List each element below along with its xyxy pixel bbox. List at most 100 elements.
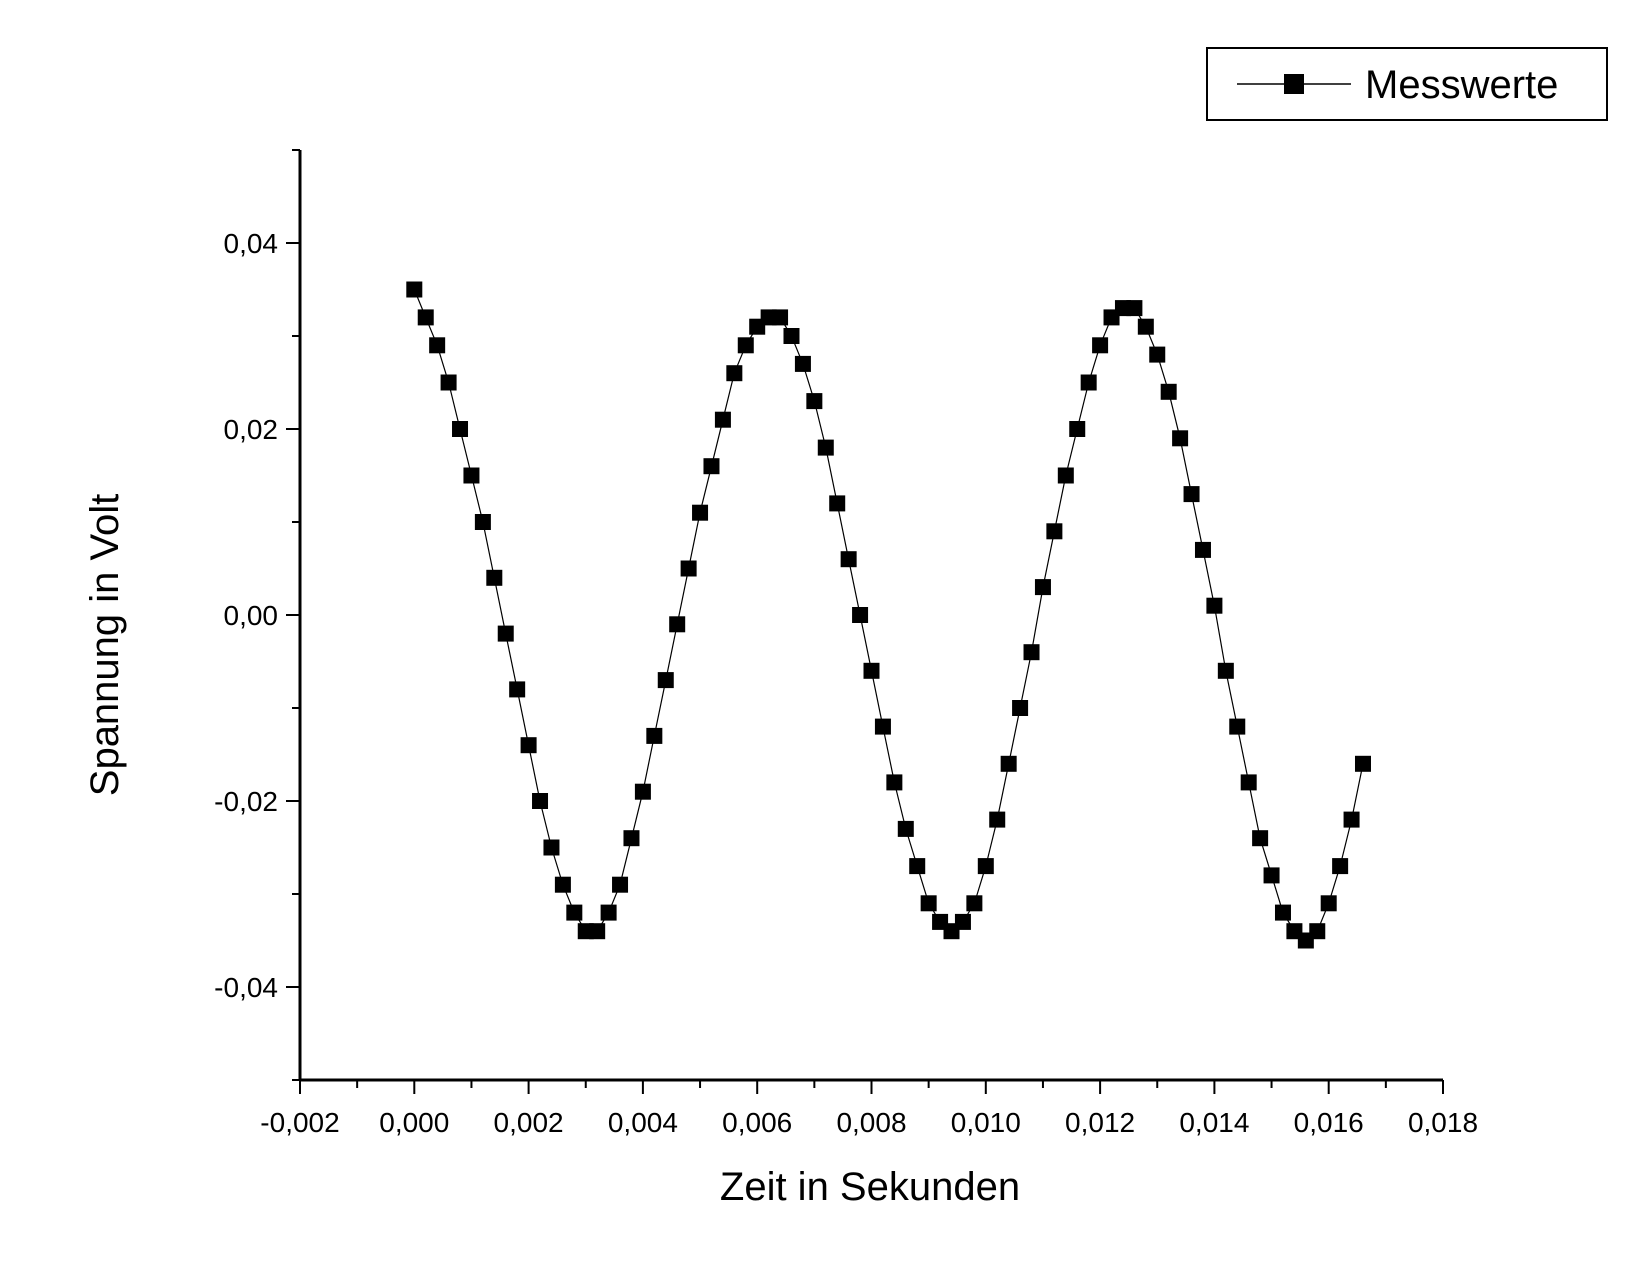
data-point (566, 904, 583, 921)
data-point (1332, 858, 1349, 875)
data-point (406, 281, 423, 298)
data-point (1046, 523, 1063, 540)
data-point (463, 467, 480, 484)
data-point (554, 876, 571, 893)
data-point (1217, 662, 1234, 679)
data-point (703, 458, 720, 475)
data-point (440, 374, 457, 391)
y-ticks: -0,04 -0,02 0,00 0,02 0,04 (214, 149, 300, 1081)
data-point (520, 737, 537, 754)
data-point (509, 681, 526, 698)
legend-marker-square (1284, 74, 1304, 94)
data-point (1240, 774, 1257, 791)
data-point (909, 858, 926, 875)
data-point (817, 439, 834, 456)
x-ticks: -0,002 0,000 0,002 0,004 0,006 0,008 0,010 0,01… (260, 1080, 1478, 1138)
data-point (829, 495, 846, 512)
data-point (1034, 579, 1051, 596)
data-point (966, 895, 983, 912)
x-axis-title: Zeit in Sekunden (720, 1165, 1020, 1209)
data-point (1149, 346, 1166, 363)
data-point (692, 504, 709, 521)
data-point (1080, 374, 1097, 391)
data-point (920, 895, 937, 912)
data-point (737, 337, 754, 354)
legend: Messwerte (1206, 47, 1608, 121)
data-point (1343, 811, 1360, 828)
data-point (989, 811, 1006, 828)
data-point (897, 820, 914, 837)
data-point (623, 830, 640, 847)
data-point (852, 607, 869, 623)
plot-data (406, 281, 1371, 949)
legend-label: Messwerte (1365, 63, 1558, 107)
data-point (1354, 755, 1371, 772)
y-tick-label: -0,04 (214, 972, 278, 1003)
data-point (977, 858, 994, 875)
x-tick-label: 0,000 (379, 1107, 449, 1138)
data-point (497, 625, 514, 642)
data-point (634, 783, 651, 800)
data-point (612, 876, 629, 893)
x-tick-label: 0,002 (494, 1107, 564, 1138)
data-point (680, 560, 697, 577)
x-tick-label: 0,004 (608, 1107, 678, 1138)
data-point (1023, 644, 1040, 661)
data-point (669, 616, 686, 633)
data-point (1263, 867, 1280, 884)
y-axis-title: Spannung in Volt (83, 494, 127, 796)
data-point (1183, 486, 1200, 503)
data-point (417, 309, 434, 326)
x-tick-label: 0,010 (951, 1107, 1021, 1138)
data-point (1160, 383, 1177, 400)
data-point (1320, 895, 1337, 912)
x-tick-label: 0,018 (1408, 1107, 1478, 1138)
data-point (726, 365, 743, 382)
y-tick-label: -0,02 (214, 786, 278, 817)
x-tick-label: 0,012 (1065, 1107, 1135, 1138)
data-point (863, 662, 880, 679)
data-point (646, 727, 663, 744)
data-point (474, 514, 491, 530)
data-point (954, 913, 971, 930)
data-point (486, 569, 503, 586)
data-point (1092, 337, 1109, 354)
data-point (714, 411, 731, 428)
data-point (600, 904, 617, 921)
data-point (874, 718, 891, 735)
data-point (1206, 597, 1223, 614)
y-tick-label: 0,02 (224, 414, 279, 445)
data-point (657, 672, 674, 689)
data-point (794, 355, 811, 372)
data-point (1309, 923, 1326, 940)
data-point (452, 421, 469, 437)
data-point (589, 923, 606, 940)
data-point (1137, 318, 1154, 335)
data-point (1000, 755, 1017, 772)
data-point (1012, 700, 1029, 716)
data-point (1229, 718, 1246, 735)
data-point (543, 839, 560, 856)
data-point (429, 337, 446, 354)
data-point (840, 551, 857, 568)
y-tick-label: 0,04 (224, 228, 279, 259)
x-tick-label: 0,016 (1294, 1107, 1364, 1138)
data-point (1057, 467, 1074, 484)
x-tick-label: -0,002 (260, 1107, 339, 1138)
data-point (1172, 430, 1189, 447)
data-point (1274, 904, 1291, 921)
data-point (783, 328, 800, 344)
data-point (1126, 300, 1143, 317)
x-tick-label: 0,014 (1179, 1107, 1249, 1138)
data-point (886, 774, 903, 791)
y-tick-label: 0,00 (224, 600, 279, 631)
data-point (1194, 541, 1211, 558)
data-point (772, 309, 789, 326)
x-tick-label: 0,008 (836, 1107, 906, 1138)
data-point (1252, 830, 1269, 847)
data-point (532, 793, 549, 809)
data-point (1069, 421, 1086, 437)
data-point (806, 393, 823, 410)
